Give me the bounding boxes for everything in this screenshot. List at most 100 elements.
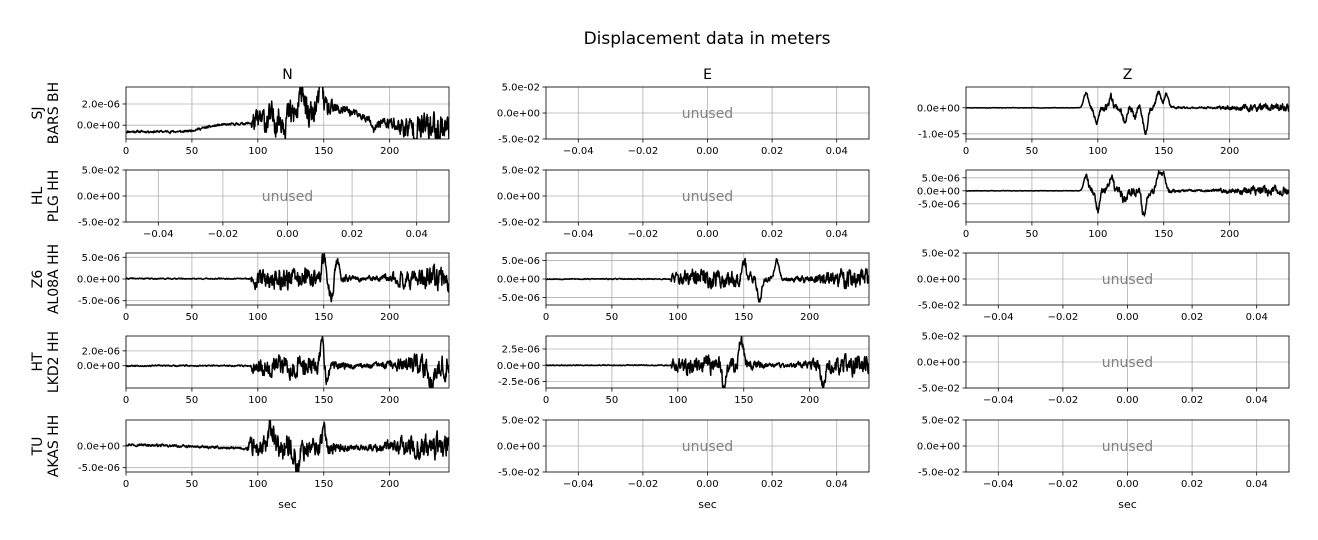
y-tick-label: 5.0e-06	[502, 256, 540, 267]
waveform-trace	[546, 336, 869, 388]
panel-z6-e: 0 50 100 150 200 5.0e-06 0.0e+00 -5.0e-06	[497, 252, 870, 323]
unused-label: unused	[1102, 272, 1153, 288]
x-tick-label: 50	[186, 479, 199, 490]
x-tick-label: 0	[963, 229, 969, 240]
panel-frame	[965, 335, 1290, 389]
x-tick-label: 50	[186, 395, 199, 406]
x-tick-label: 100	[668, 312, 687, 323]
x-tick-label: 200	[1220, 146, 1239, 157]
x-tick-label: 0.02	[1181, 312, 1203, 323]
row-network-label: Z6	[30, 270, 46, 289]
y-tick-label: 0.0e+00	[77, 275, 120, 286]
panel-ht-n: 0 50 100 150 200 2.0e-06 0.0e+00	[77, 335, 450, 406]
x-tick-label: −0.02	[208, 229, 239, 240]
panel-frame	[125, 335, 450, 389]
x-tick-label: 0.04	[406, 229, 428, 240]
row-station-label: PLG HH	[46, 170, 62, 223]
x-tick-label: 100	[668, 395, 687, 406]
panel-frame	[125, 86, 450, 140]
y-tick-label: 0.0e+00	[917, 186, 960, 197]
unused-label: unused	[682, 106, 733, 122]
waveform-trace	[126, 336, 449, 388]
row-station-label: AL08A HH	[46, 244, 62, 314]
x-tick-label: −0.02	[628, 146, 659, 157]
x-tick-label: 150	[314, 312, 333, 323]
y-tick-label: 2.0e-06	[82, 346, 120, 357]
y-tick-label: -5.0e-02	[498, 468, 540, 479]
y-tick-label: 5.0e-02	[82, 166, 120, 177]
y-tick-label: -5.0e-06	[918, 199, 960, 210]
x-tick-label: 0	[963, 146, 969, 157]
y-tick-label: 5.0e-06	[82, 253, 120, 264]
y-tick-label: -5.0e-06	[78, 296, 120, 307]
y-tick-label: 0.0e+00	[497, 275, 540, 286]
x-tick-label: 150	[734, 395, 753, 406]
x-tick-label: 0.00	[1116, 395, 1138, 406]
x-tick-label: 50	[1026, 146, 1039, 157]
x-tick-label: 0.04	[1246, 479, 1268, 490]
x-tick-label: 0.00	[1116, 479, 1138, 490]
panel-z6-n: 0 50 100 150 200 5.0e-06 0.0e+00 -5.0e-06	[77, 252, 450, 323]
panel-frame	[965, 419, 1290, 473]
panel-frame	[545, 169, 870, 223]
y-tick-label: 0.0e+00	[917, 442, 960, 453]
y-tick-label: 0.0e+00	[917, 103, 960, 114]
y-tick-label: -5.0e-02	[498, 135, 540, 146]
x-tick-label: 0	[123, 146, 129, 157]
figure-title: Displacement data in meters	[584, 29, 831, 49]
x-tick-label: 0.02	[1181, 479, 1203, 490]
y-tick-label: 5.0e-02	[922, 332, 960, 343]
x-tick-label: 150	[1154, 229, 1173, 240]
x-axis-label: sec	[278, 498, 297, 511]
y-tick-label: 0.0e+00	[497, 192, 540, 203]
row-network-label: TU	[30, 437, 46, 457]
x-tick-label: −0.04	[143, 229, 174, 240]
panel-frame	[125, 169, 450, 223]
y-tick-label: -5.0e-06	[498, 293, 540, 304]
row-network-label: HT	[30, 352, 46, 372]
panel-tu-e: −0.04 −0.02 0.00 0.02 0.04 5.0e-02 0.0e+00 -5.0…	[497, 416, 870, 511]
x-tick-label: −0.04	[563, 146, 594, 157]
x-tick-label: −0.04	[563, 479, 594, 490]
waveform-trace	[126, 87, 449, 139]
unused-label: unused	[262, 189, 313, 205]
x-tick-label: 0	[123, 395, 129, 406]
x-tick-label: 50	[606, 312, 619, 323]
panel-frame	[965, 169, 1290, 223]
panel-hl-e: −0.04 −0.02 0.00 0.02 0.04 5.0e-02 0.0e+00 -5.0…	[497, 166, 870, 240]
x-tick-label: 0.02	[1181, 395, 1203, 406]
y-tick-label: 0.0e+00	[77, 121, 120, 132]
y-tick-label: -5.0e-02	[918, 468, 960, 479]
x-tick-label: −0.02	[628, 229, 659, 240]
x-tick-label: 0.04	[1246, 312, 1268, 323]
y-tick-label: -5.0e-02	[918, 384, 960, 395]
panel-frame	[545, 419, 870, 473]
waveform-trace	[966, 170, 1289, 217]
y-tick-label: -5.0e-02	[918, 301, 960, 312]
x-tick-label: 100	[248, 312, 267, 323]
x-tick-label: 200	[380, 312, 399, 323]
panel-frame	[965, 86, 1290, 140]
y-tick-label: 5.0e-02	[502, 83, 540, 94]
x-tick-label: 0.04	[826, 229, 848, 240]
waveform-trace	[546, 257, 869, 303]
panel-frame	[125, 419, 450, 473]
x-tick-label: 200	[380, 395, 399, 406]
y-tick-label: -5.0e-02	[78, 218, 120, 229]
panel-sj-z: 0 50 100 150 200 0.0e+00 -1.0e-05	[917, 86, 1290, 157]
column-title-e: E	[703, 67, 712, 83]
waveform-trace	[126, 253, 449, 303]
x-tick-label: 0.04	[826, 146, 848, 157]
x-tick-label: 0.02	[761, 229, 783, 240]
x-axis-label: sec	[698, 498, 717, 511]
waveform-trace	[126, 420, 449, 472]
row-station-label: AKAS HH	[46, 415, 62, 477]
unused-label: unused	[682, 189, 733, 205]
x-tick-label: 200	[1220, 229, 1239, 240]
x-tick-label: 150	[314, 146, 333, 157]
x-tick-label: 0.04	[826, 479, 848, 490]
x-tick-label: 0	[123, 312, 129, 323]
x-tick-label: 150	[1154, 146, 1173, 157]
x-tick-label: 100	[1088, 229, 1107, 240]
